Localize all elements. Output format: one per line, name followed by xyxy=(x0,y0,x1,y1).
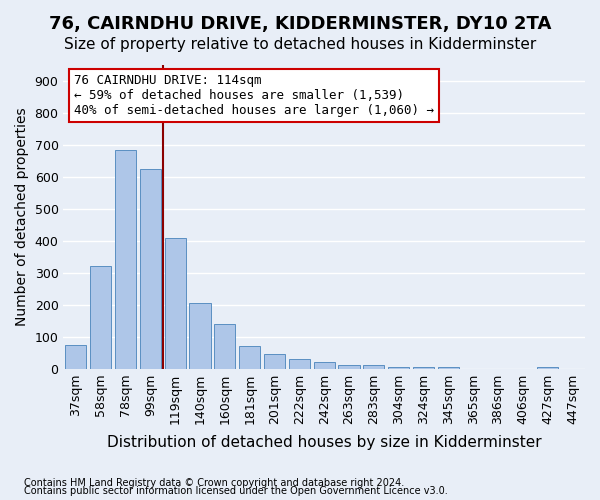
Bar xyxy=(289,359,310,368)
Text: Contains HM Land Registry data © Crown copyright and database right 2024.: Contains HM Land Registry data © Crown c… xyxy=(24,478,404,488)
Text: Contains public sector information licensed under the Open Government Licence v3: Contains public sector information licen… xyxy=(24,486,448,496)
Bar xyxy=(214,324,235,368)
Bar xyxy=(65,344,86,368)
Bar xyxy=(338,366,359,368)
Bar xyxy=(90,266,111,368)
Text: Size of property relative to detached houses in Kidderminster: Size of property relative to detached ho… xyxy=(64,38,536,52)
Bar xyxy=(164,238,186,368)
Bar xyxy=(264,354,285,368)
Bar xyxy=(388,367,409,368)
Bar xyxy=(438,367,459,368)
Bar xyxy=(314,362,335,368)
Bar xyxy=(190,303,211,368)
Bar xyxy=(239,346,260,368)
Bar xyxy=(413,367,434,368)
Bar xyxy=(537,367,558,368)
Bar xyxy=(140,169,161,368)
Bar xyxy=(115,150,136,368)
Text: 76, CAIRNDHU DRIVE, KIDDERMINSTER, DY10 2TA: 76, CAIRNDHU DRIVE, KIDDERMINSTER, DY10 … xyxy=(49,15,551,33)
Text: 76 CAIRNDHU DRIVE: 114sqm
← 59% of detached houses are smaller (1,539)
40% of se: 76 CAIRNDHU DRIVE: 114sqm ← 59% of detac… xyxy=(74,74,434,117)
X-axis label: Distribution of detached houses by size in Kidderminster: Distribution of detached houses by size … xyxy=(107,435,542,450)
Bar xyxy=(364,366,385,368)
Y-axis label: Number of detached properties: Number of detached properties xyxy=(15,108,29,326)
